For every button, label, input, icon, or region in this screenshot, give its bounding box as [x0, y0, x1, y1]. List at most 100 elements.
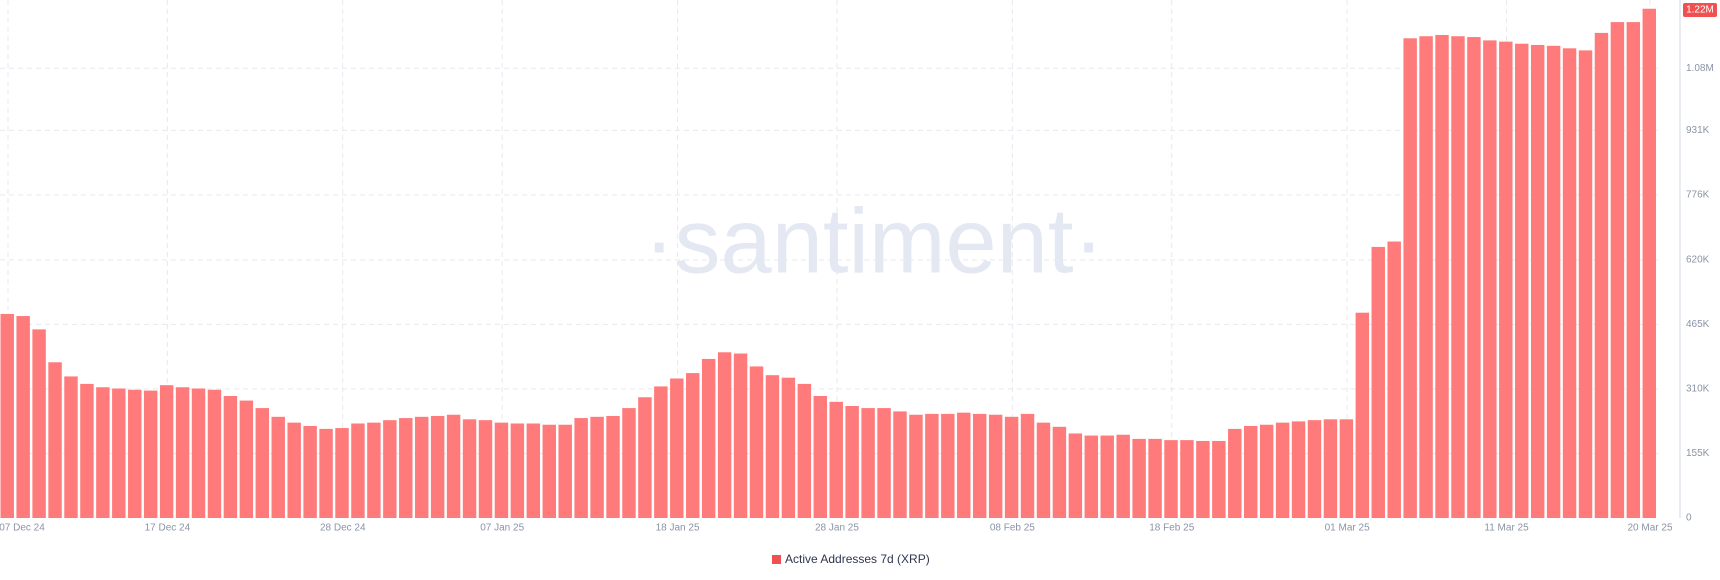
x-tick-label: 28 Jan 25	[815, 523, 859, 534]
bar	[319, 428, 333, 518]
bar	[80, 383, 94, 518]
bar	[175, 387, 190, 518]
bar	[1499, 41, 1513, 519]
legend-swatch	[772, 555, 781, 564]
bar	[893, 411, 907, 518]
bar	[622, 408, 636, 518]
bar	[415, 416, 429, 518]
bar	[191, 388, 206, 518]
bar	[271, 416, 285, 518]
bar	[383, 420, 397, 518]
x-tick-label: 18 Jan 25	[656, 523, 700, 534]
bar	[255, 408, 270, 518]
bar	[1594, 32, 1609, 518]
bar	[1036, 422, 1051, 518]
bar	[1467, 37, 1481, 519]
bar	[1339, 419, 1354, 518]
bar	[143, 390, 158, 518]
bar	[128, 389, 142, 518]
bar	[590, 416, 604, 518]
bar	[48, 362, 62, 518]
bar	[159, 385, 174, 518]
x-tick-label: 28 Dec 24	[320, 523, 366, 534]
bar	[813, 395, 827, 518]
bar	[1626, 22, 1641, 519]
bar	[972, 413, 987, 518]
bar	[717, 352, 732, 518]
bar	[64, 376, 78, 518]
y-tick-label: 776K	[1686, 190, 1710, 201]
bar	[239, 400, 254, 518]
x-tick-label: 17 Dec 24	[145, 523, 191, 534]
bar	[1259, 424, 1274, 518]
bar	[1435, 34, 1449, 519]
bar	[733, 353, 748, 518]
y-tick-label: 0	[1686, 513, 1692, 524]
bar	[1403, 38, 1417, 518]
bar	[1578, 50, 1593, 518]
bar	[606, 415, 620, 518]
bar	[1068, 433, 1083, 518]
bar	[223, 395, 238, 518]
bar	[542, 424, 556, 518]
bar	[207, 389, 222, 518]
bar	[287, 422, 301, 518]
y-tick-label: 620K	[1686, 254, 1710, 265]
x-tick-label: 08 Feb 25	[990, 523, 1035, 534]
bar	[526, 423, 541, 518]
last-value-badge	[1683, 2, 1717, 17]
bar	[749, 366, 764, 518]
bar	[781, 377, 796, 518]
bar	[638, 397, 652, 518]
bar	[1196, 440, 1210, 518]
y-tick-label: 465K	[1686, 319, 1710, 330]
bar	[1052, 426, 1067, 518]
legend-label: Active Addresses 7d (XRP)	[785, 552, 930, 566]
bar	[957, 412, 971, 518]
bar	[1307, 420, 1322, 518]
bar	[351, 423, 365, 518]
bar	[701, 358, 716, 518]
bar	[925, 413, 939, 518]
bar	[988, 414, 1003, 518]
bar	[797, 383, 812, 518]
bar	[1004, 416, 1019, 518]
bar	[1148, 438, 1162, 518]
y-tick-label: 155K	[1686, 448, 1710, 459]
bar	[1180, 440, 1194, 518]
bar	[16, 316, 30, 518]
bar	[1244, 425, 1258, 518]
y-tick-label: 1.08M	[1686, 63, 1714, 74]
bar	[1451, 36, 1465, 519]
x-tick-label: 18 Feb 25	[1149, 523, 1194, 534]
bar	[1530, 44, 1545, 518]
x-tick-label: 07 Jan 25	[480, 523, 524, 534]
bar	[478, 420, 493, 518]
bar	[446, 414, 461, 518]
bar	[1642, 8, 1656, 518]
bar	[909, 414, 923, 518]
bar	[1483, 40, 1497, 518]
bar	[1419, 36, 1433, 519]
bar	[829, 401, 843, 518]
bar	[0, 313, 14, 518]
bar	[96, 387, 110, 518]
bar	[1562, 48, 1577, 519]
bar	[430, 415, 445, 518]
bar	[112, 388, 126, 518]
bar	[1212, 440, 1226, 518]
bar	[1084, 435, 1099, 518]
x-tick-label: 11 Mar 25	[1484, 523, 1529, 534]
bar	[1020, 413, 1035, 518]
bar	[574, 418, 588, 518]
bar	[654, 386, 668, 518]
bar	[686, 373, 700, 518]
bar	[303, 425, 317, 518]
last-value-label: 1.22M	[1686, 5, 1714, 16]
bar	[877, 408, 891, 518]
bar	[1546, 45, 1561, 518]
x-tick-label: 01 Mar 25	[1325, 523, 1370, 534]
bar	[941, 413, 955, 518]
bar	[367, 422, 381, 518]
